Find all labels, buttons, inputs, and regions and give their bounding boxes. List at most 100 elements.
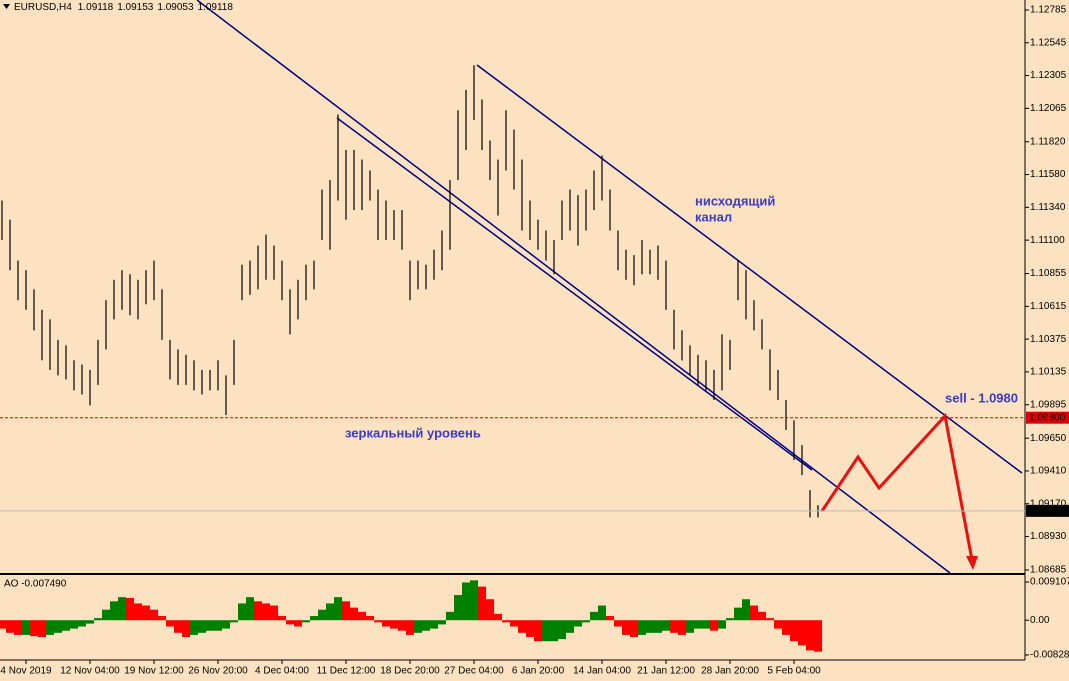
x-tick-label: 4 Dec 04:00 (255, 666, 309, 677)
ao-bar (254, 601, 262, 621)
ao-bar (342, 601, 350, 621)
ao-bar (478, 586, 486, 621)
ao-bar (798, 620, 806, 646)
ao-bar (0, 620, 6, 629)
quote: 1.09053 (157, 2, 194, 13)
ao-bar (270, 605, 278, 621)
ao-bar (398, 620, 406, 631)
ao-bar (390, 620, 398, 629)
ao-bar (622, 620, 630, 635)
header: EURUSD,H4 1.09118 1.09153 1.09053 1.09118 (14, 2, 233, 13)
ao-bar (334, 597, 342, 621)
y-tick-label: 1.10375 (1030, 334, 1067, 345)
ao-bar (598, 605, 606, 621)
ao-bar (46, 620, 54, 635)
y-tick-label: 1.10135 (1030, 367, 1067, 378)
ao-bar (710, 620, 718, 631)
ao-bar (806, 620, 814, 651)
ao-bar (662, 620, 670, 631)
x-tick-label: 14 Jan 04:00 (573, 666, 631, 677)
ao-bar (238, 603, 246, 621)
ao-bar (606, 616, 614, 621)
y-tick-label: 1.11100 (1030, 235, 1065, 246)
ao-bar (246, 597, 254, 621)
ao-bar (150, 609, 158, 621)
ao-bar (118, 597, 126, 621)
quote: 1.09118 (78, 2, 114, 13)
arrow-head (966, 556, 978, 570)
forecast-arrow (820, 412, 974, 561)
ao-bar (366, 616, 374, 621)
annotation: канал (695, 209, 732, 224)
ao-bar (774, 620, 782, 629)
ao-title: AO -0.007490 (4, 579, 67, 590)
x-tick-label: 28 Jan 20:00 (701, 666, 759, 677)
ao-bar (486, 599, 494, 621)
ao-bar (318, 609, 326, 621)
y-tick-label: 1.12785 (1030, 5, 1067, 16)
ao-bar (422, 620, 430, 631)
ao-bar (222, 620, 230, 629)
ao-bar (326, 603, 334, 621)
ao-bar (126, 597, 134, 621)
y-tick-label: 1.10855 (1030, 268, 1067, 279)
price-box (1026, 504, 1069, 517)
ao-bar (638, 620, 646, 635)
ao-bar (310, 616, 318, 621)
ao-bar (374, 620, 382, 623)
ao-bar (750, 605, 758, 621)
ao-bar (110, 601, 118, 621)
quote: 1.09118 (198, 2, 234, 13)
ao-bar (62, 620, 70, 631)
ao-bar (574, 620, 582, 627)
ao-bar (646, 620, 654, 633)
ao-bar (718, 620, 726, 629)
ao-bar (630, 620, 638, 638)
ao-bar (734, 607, 742, 621)
y-tick-label: 1.09170 (1030, 498, 1067, 509)
x-tick-label: 21 Jan 12:00 (637, 666, 695, 677)
ao-bar (142, 605, 150, 621)
channel-line (336, 117, 813, 471)
x-tick-label: 4 Nov 2019 (0, 666, 52, 677)
ao-bar (654, 620, 662, 633)
price-label: 1.09118 (1029, 505, 1065, 516)
ao-bar (350, 607, 358, 621)
ao-bar (54, 620, 62, 633)
ao-bar (686, 620, 694, 633)
y-tick-label: 1.08930 (1030, 531, 1067, 542)
ao-bar (22, 620, 30, 635)
ao-bar (438, 620, 446, 625)
ao-bar (14, 620, 22, 635)
x-tick-label: 6 Jan 20:00 (512, 666, 565, 677)
channel-line (476, 64, 1023, 474)
ao-bar (702, 620, 710, 629)
ao-bar (78, 620, 86, 627)
y-tick-label: 1.12305 (1030, 70, 1067, 81)
x-tick-label: 12 Nov 04:00 (60, 666, 120, 677)
ao-bar (814, 620, 822, 652)
ao-bar (462, 582, 470, 621)
annotation: зеркальный уровень (345, 425, 481, 440)
ao-bar (382, 620, 390, 627)
ao-bar (6, 620, 14, 633)
ao-bar (678, 620, 686, 635)
y-tick-label: -0.008281 (1030, 650, 1069, 661)
ao-bar (134, 603, 142, 621)
ao-bar (670, 620, 678, 633)
ao-bar (278, 616, 286, 621)
ao-bar (782, 620, 790, 635)
ao-bar (70, 620, 78, 629)
y-tick-label: 0.009107 (1030, 577, 1069, 588)
ao-bar (766, 618, 774, 621)
y-tick-label: 1.08685 (1030, 565, 1067, 576)
ao-bar (470, 580, 478, 621)
ao-bar (446, 611, 454, 621)
ao-bar (158, 616, 166, 621)
menu-arrow[interactable] (3, 4, 10, 9)
ao-bar (302, 620, 310, 623)
annotation: нисходящий (695, 193, 775, 208)
ao-bar (406, 620, 414, 635)
